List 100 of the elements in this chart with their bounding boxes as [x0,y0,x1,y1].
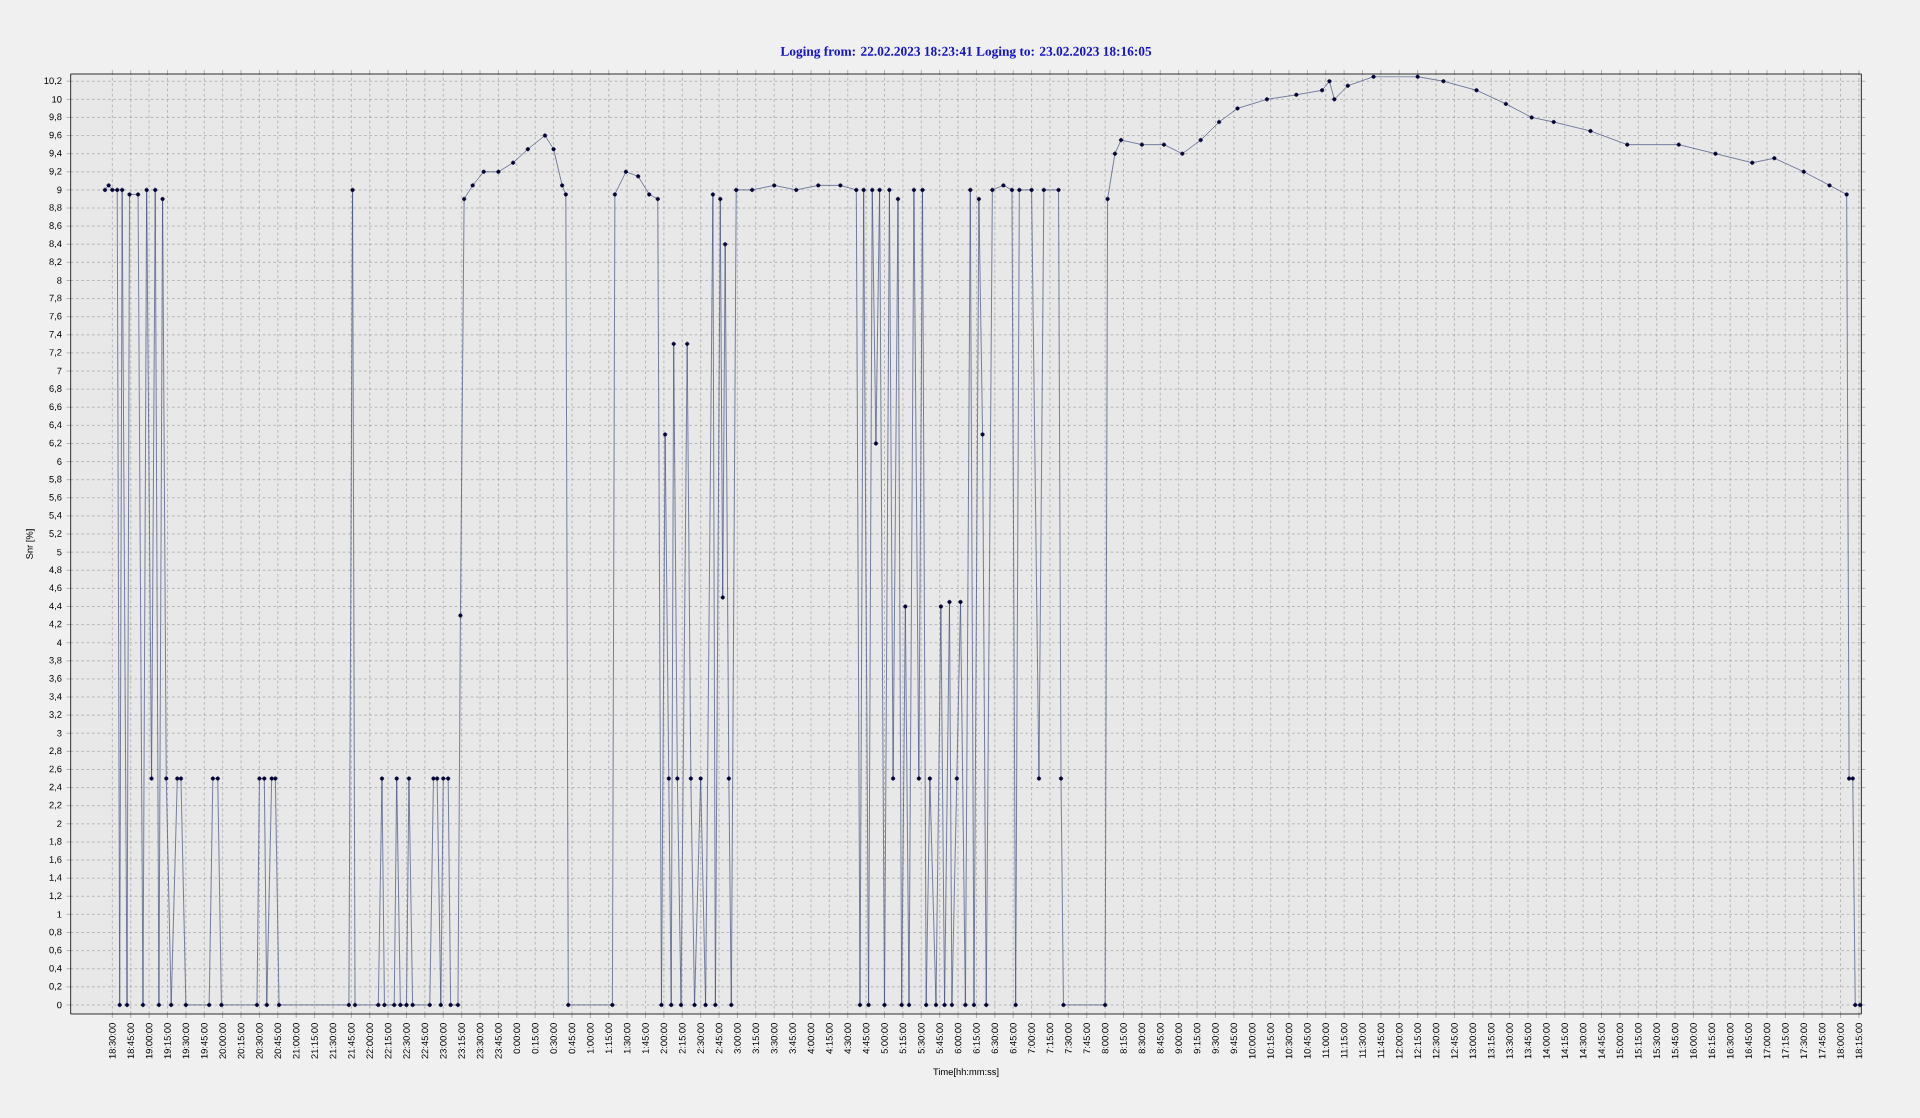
y-tick-label: 7,2 [49,349,62,357]
x-tick-label: 0:30:00 [550,1023,557,1054]
y-tick-label: 3,4 [49,693,62,701]
y-tick-label: 2,6 [49,765,62,774]
x-tick-label: 10:30:00 [1285,1023,1293,1059]
x-tick-label: 8:30:00 [1138,1023,1146,1054]
x-tick-label: 5:00:00 [881,1023,888,1054]
x-tick-label: 12:45:00 [1451,1023,1458,1059]
x-tick-label: 2:00:00 [660,1023,668,1054]
y-tick-label: 1,8 [49,838,62,846]
x-tick-label: 11:00:00 [1322,1023,1330,1058]
y-tick-label: 4,4 [49,602,62,611]
x-tick-label: 15:15:00 [1635,1023,1642,1059]
y-tick-label: 5,6 [49,493,62,502]
x-tick-label: 21:30:00 [329,1023,337,1059]
x-tick-label: 13:45:00 [1524,1023,1532,1059]
x-tick-label: 17:45:00 [1818,1023,1826,1059]
x-tick-label: 11:45:00 [1377,1023,1385,1058]
x-tick-label: 12:15:00 [1414,1023,1421,1059]
y-tick-label: 3,8 [49,656,62,665]
y-tick-label: 1 [57,911,62,918]
x-tick-label: 9:45:00 [1230,1023,1238,1054]
y-tick-label: 1,4 [49,874,62,882]
y-tick-label: 3,2 [49,711,62,720]
y-tick-label: 5,8 [49,475,62,484]
y-tick-label: 0,6 [49,946,62,955]
y-tick-label: 7,6 [49,312,62,321]
x-tick-label: 9:15:00 [1193,1023,1201,1054]
y-tick-label: 4,8 [49,566,62,575]
x-tick-label: 14:45:00 [1598,1023,1605,1059]
x-tick-label: 1:00:00 [587,1023,594,1054]
x-tick-label: 12:30:00 [1432,1023,1440,1059]
x-tick-label: 6:00:00 [954,1023,962,1054]
y-tick-label: 0,8 [49,928,62,937]
x-tick-label: 17:15:00 [1782,1023,1789,1059]
x-tick-label: 18:15:00 [1855,1023,1863,1059]
x-tick-label: 18:45:00 [127,1023,135,1059]
x-tick-label: 16:30:00 [1726,1023,1734,1059]
x-tick-label: 21:00:00 [292,1023,300,1059]
x-tick-label: 8:00:00 [1101,1023,1109,1054]
x-tick-label: 14:00:00 [1543,1023,1550,1059]
y-tick-label: 2 [57,820,62,828]
x-tick-label: 23:45:00 [495,1023,502,1059]
x-tick-label: 7:15:00 [1046,1023,1054,1054]
x-tick-label: 6:30:00 [991,1023,999,1054]
x-tick-label: 18:30:00 [109,1023,116,1059]
x-tick-label: 20:45:00 [274,1023,282,1059]
x-tick-label: 23:30:00 [476,1023,484,1059]
x-tick-label: 12:00:00 [1396,1023,1403,1059]
x-axis-title: Time[hh:mm:ss] [933,1068,999,1077]
y-tick-label: 9,8 [49,113,62,122]
x-tick-label: 10:45:00 [1304,1023,1311,1059]
y-tick-label: 0,2 [49,982,62,991]
y-tick-label: 1,6 [49,856,62,864]
x-tick-label: 9:00:00 [1175,1023,1182,1054]
x-tick-label: 13:15:00 [1487,1023,1495,1059]
y-tick-label: 9,6 [49,131,62,140]
chart-title: Loging from: 22.02.2023 18:23:41 Loging to: 23.02.2023 18:16:05 [780,46,1152,59]
x-tick-label: 10:15:00 [1267,1023,1274,1059]
x-tick-label: 4:30:00 [844,1023,852,1054]
x-tick-label: 10:00:00 [1248,1023,1256,1059]
x-tick-label: 3:30:00 [770,1023,778,1054]
y-tick-label: 0,4 [49,964,62,973]
x-tick-label: 0:45:00 [568,1023,576,1054]
x-tick-label: 6:15:00 [973,1023,980,1054]
x-tick-label: 22:00:00 [366,1023,374,1059]
x-tick-label: 2:45:00 [715,1023,723,1054]
x-tick-label: 11:30:00 [1359,1023,1366,1058]
x-tick-label: 14:15:00 [1561,1023,1569,1059]
x-tick-label: 6:45:00 [1009,1023,1017,1054]
y-tick-label: 10 [52,96,62,103]
x-tick-label: 13:00:00 [1469,1023,1477,1059]
y-tick-label: 5,4 [49,512,62,520]
x-tick-label: 21:45:00 [348,1023,355,1059]
x-tick-label: 19:30:00 [182,1023,190,1059]
x-tick-label: 5:45:00 [936,1023,943,1054]
y-tick-label: 5,2 [49,530,62,538]
y-tick-label: 3,6 [49,675,62,683]
x-tick-label: 4:00:00 [807,1023,815,1054]
x-tick-label: 4:45:00 [862,1023,870,1054]
x-tick-label: 7:45:00 [1083,1023,1091,1054]
y-tick-label: 3 [57,729,62,737]
y-tick-label: 9,4 [49,149,62,158]
x-tick-label: 17:30:00 [1800,1023,1808,1059]
x-tick-label: 16:45:00 [1745,1023,1752,1059]
x-tick-label: 15:30:00 [1653,1023,1660,1059]
x-tick-label: 0:15:00 [531,1023,539,1054]
y-tick-label: 5 [57,548,62,556]
y-tick-label: 6,2 [49,439,62,448]
x-tick-label: 3:15:00 [752,1023,760,1054]
x-tick-label: 8:15:00 [1120,1023,1127,1054]
y-tick-label: 2,2 [49,801,62,810]
y-tick-label: 2,4 [49,783,62,792]
x-tick-label: 16:00:00 [1690,1023,1697,1059]
x-tick-label: 9:30:00 [1212,1023,1219,1054]
y-tick-label: 6,6 [49,403,62,412]
y-tick-label: 8,6 [49,222,62,230]
y-tick-label: 8 [57,277,62,284]
x-tick-label: 23:00:00 [439,1023,447,1059]
x-tick-label: 2:30:00 [697,1023,704,1054]
